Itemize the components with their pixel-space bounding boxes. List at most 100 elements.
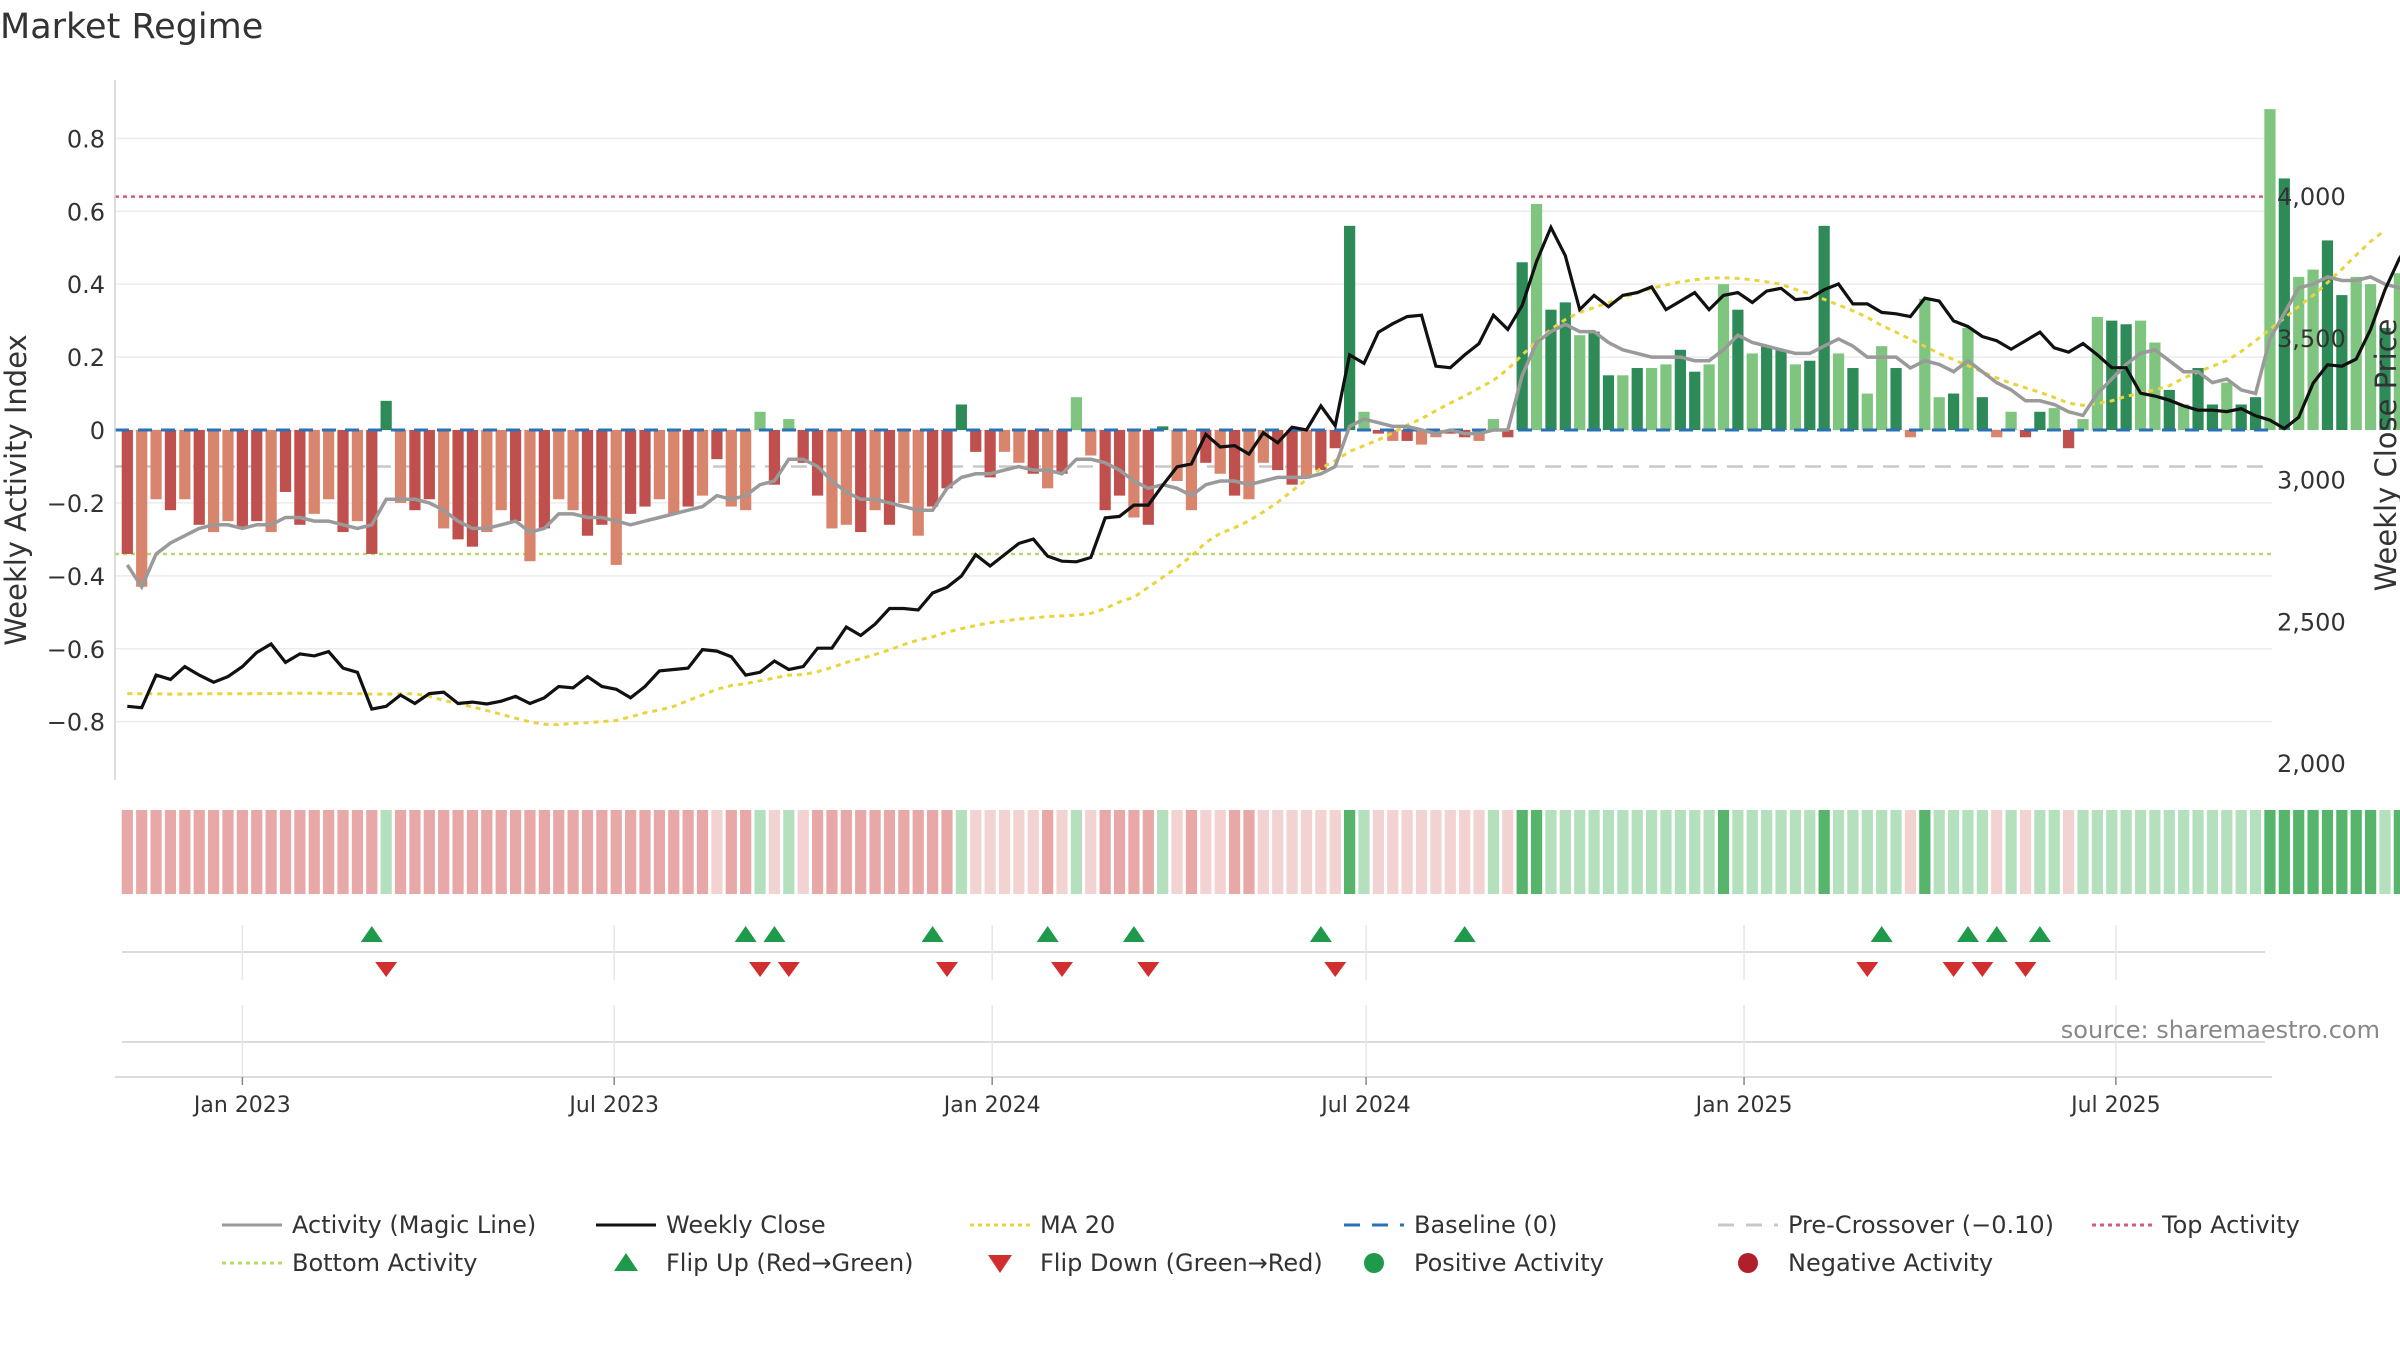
status-strip-cell bbox=[1142, 810, 1154, 894]
activity-bar bbox=[179, 430, 191, 500]
status-strip-cell bbox=[1401, 810, 1413, 894]
status-strip-cell bbox=[380, 810, 392, 894]
activity-bar bbox=[1976, 397, 1988, 430]
status-strip-cell bbox=[1502, 810, 1514, 894]
activity-bar bbox=[1717, 284, 1730, 430]
status-strip-cell bbox=[2336, 810, 2348, 894]
status-strip-cell bbox=[1559, 810, 1571, 894]
status-strip-cell bbox=[121, 810, 133, 894]
status-strip-cell bbox=[869, 810, 881, 894]
flip-down-marker bbox=[935, 962, 958, 977]
status-strip-cell bbox=[740, 810, 752, 894]
activity-bar bbox=[265, 430, 277, 533]
status-strip-cell bbox=[323, 810, 335, 894]
status-strip-cell bbox=[1070, 810, 1083, 894]
y2-tick-label: 2,000 bbox=[2277, 750, 2346, 778]
status-strip-cell bbox=[553, 810, 565, 894]
status-strip-cell bbox=[2077, 810, 2089, 894]
status-strip-cell bbox=[2278, 810, 2290, 894]
legend-label: Negative Activity bbox=[1788, 1249, 1993, 1277]
flip-down-marker bbox=[1971, 962, 1994, 977]
activity-bar bbox=[438, 430, 450, 529]
activity-bar bbox=[294, 430, 306, 525]
activity-bar bbox=[1545, 309, 1557, 430]
status-strip-cell bbox=[409, 810, 421, 894]
flip-down-marker bbox=[1051, 962, 1074, 977]
activity-bar bbox=[423, 430, 435, 500]
status-strip-cell bbox=[840, 810, 852, 894]
status-strip-cell bbox=[2048, 810, 2060, 894]
activity-bar bbox=[1689, 371, 1701, 430]
legend-item: MA 20 bbox=[970, 1211, 1115, 1239]
legend-item: Weekly Close bbox=[596, 1211, 826, 1239]
x-tick-label: Jan 2023 bbox=[192, 1093, 291, 1118]
status-strip-cell bbox=[366, 810, 378, 894]
legend-label: Positive Activity bbox=[1414, 1249, 1604, 1277]
activity-bar bbox=[2206, 404, 2219, 430]
status-strip-cell bbox=[1818, 810, 1830, 894]
activity-bar bbox=[1387, 430, 1399, 441]
status-strip-cell bbox=[179, 810, 191, 894]
activity-bar bbox=[1128, 430, 1140, 518]
y2-tick-label: 3,000 bbox=[2277, 467, 2346, 495]
status-strip-cell bbox=[207, 810, 220, 894]
legend-item: Pre-Crossover (−0.10) bbox=[1718, 1211, 2054, 1239]
status-strip-cell bbox=[2321, 810, 2334, 894]
activity-bar bbox=[1157, 426, 1169, 430]
legend-item: Baseline (0) bbox=[1344, 1211, 1557, 1239]
activity-bar bbox=[783, 419, 795, 430]
activity-bar bbox=[2278, 178, 2290, 430]
activity-bar bbox=[1645, 368, 1658, 430]
lines-layer bbox=[115, 223, 2400, 727]
activity-bar bbox=[1257, 430, 1269, 463]
status-strip-cell bbox=[1545, 810, 1557, 894]
status-strip-cell bbox=[1113, 810, 1126, 894]
status-strip-cell bbox=[998, 810, 1011, 894]
activity-bar bbox=[1085, 430, 1097, 456]
x-tick-label: Jan 2025 bbox=[1694, 1093, 1793, 1118]
status-strip-cell bbox=[1717, 810, 1730, 894]
status-strip-cell bbox=[1832, 810, 1845, 894]
x-tick-label: Jan 2024 bbox=[942, 1093, 1041, 1118]
status-strip-cell bbox=[1674, 810, 1686, 894]
activity-bar bbox=[1171, 430, 1183, 482]
status-strip-cell bbox=[1056, 810, 1068, 894]
y2-tick-label: 2,500 bbox=[2277, 608, 2346, 636]
status-strip-cell bbox=[1329, 810, 1341, 894]
activity-bar bbox=[1631, 368, 1643, 430]
activity-bar bbox=[754, 411, 766, 430]
activity-bar bbox=[1142, 430, 1154, 525]
status-strip-cell bbox=[754, 810, 766, 894]
status-strip-cell bbox=[1171, 810, 1183, 894]
activity-bar bbox=[1185, 430, 1198, 511]
activity-bar bbox=[279, 430, 292, 492]
status-strip-cell bbox=[423, 810, 435, 894]
status-strip-cell bbox=[524, 810, 536, 894]
status-strip-cell bbox=[610, 810, 622, 894]
activity-bar bbox=[193, 430, 205, 525]
status-strip-cell bbox=[1530, 810, 1543, 894]
status-strip-cell bbox=[1861, 810, 1873, 894]
status-strip-cell bbox=[2149, 810, 2161, 894]
status-strip-cell bbox=[481, 810, 493, 894]
status-strip-cell bbox=[2393, 810, 2400, 894]
activity-bar bbox=[740, 430, 752, 511]
activity-bar bbox=[222, 430, 234, 522]
activity-bar bbox=[2336, 295, 2348, 430]
activity-bar bbox=[1674, 349, 1686, 430]
legend-item: Negative Activity bbox=[1738, 1249, 1993, 1277]
activity-bar bbox=[1286, 430, 1298, 485]
activity-bar bbox=[883, 430, 896, 525]
status-strip-cell bbox=[1344, 810, 1356, 894]
status-strip-cell bbox=[1516, 810, 1528, 894]
status-strip-cell bbox=[2307, 810, 2319, 894]
legend-label: Baseline (0) bbox=[1414, 1211, 1557, 1239]
activity-bar bbox=[207, 430, 220, 533]
status-strip-cell bbox=[2091, 810, 2103, 894]
status-strip-cell bbox=[2005, 810, 2017, 894]
activity-bar bbox=[1919, 298, 1931, 430]
flip-up-marker bbox=[1036, 926, 1059, 942]
activity-bar bbox=[1070, 397, 1083, 430]
activity-bar bbox=[2393, 273, 2400, 430]
activity-bar bbox=[653, 430, 665, 500]
